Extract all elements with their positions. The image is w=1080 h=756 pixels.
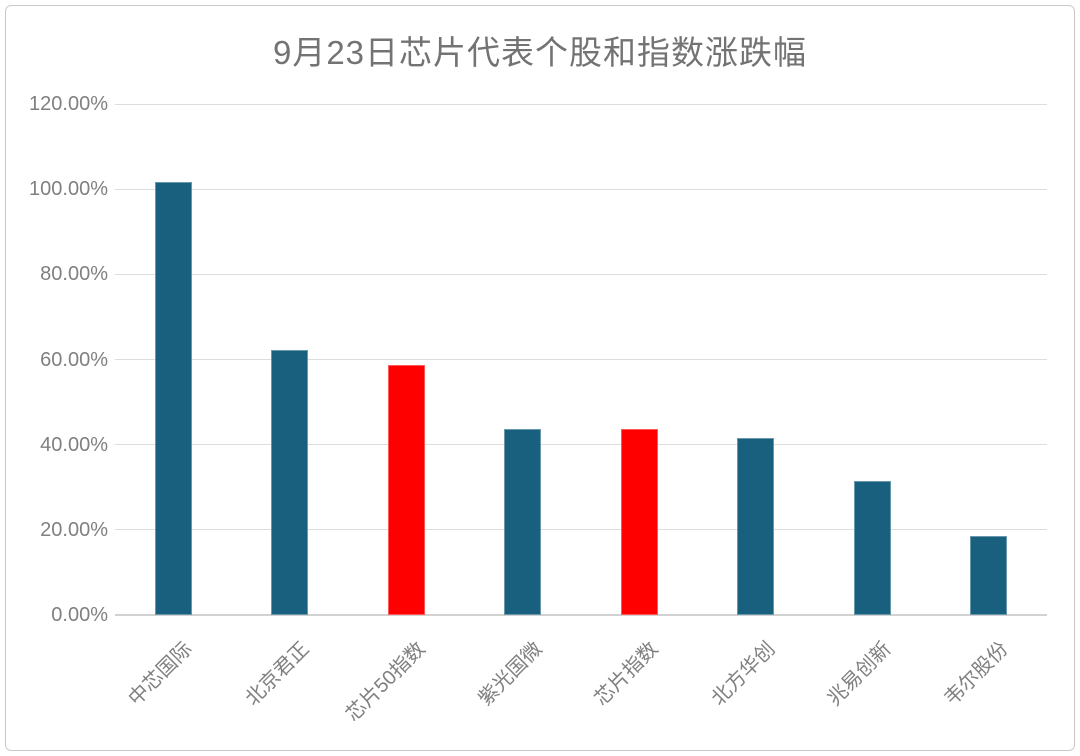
y-axis-tick-label: 40.00% [40,433,108,456]
x-axis-label: 芯片指数 [590,638,663,711]
bar-兆易创新 [853,480,891,615]
bar-韦尔股份 [970,535,1008,615]
bar-芯片50指数 [387,365,425,615]
gridline [115,103,1047,105]
gridline [115,273,1047,275]
y-axis-tick-label: 60.00% [40,348,108,371]
x-axis-line [115,614,1047,616]
gridline [115,529,1047,531]
x-axis-label: 兆易创新 [823,638,896,711]
x-axis-label: 紫光国微 [474,638,547,711]
x-axis-label: 韦尔股份 [940,638,1013,711]
x-axis-label: 芯片50指数 [341,638,430,726]
y-axis-tick-label: 0.00% [51,604,108,626]
gridline [115,359,1047,360]
x-axis-label: 中芯国际 [124,638,197,711]
bar-中芯国际 [154,181,192,615]
bar-北京君正 [271,350,309,615]
bar-芯片指数 [620,428,658,615]
y-axis-tick-label: 80.00% [40,263,108,286]
chart-title: 9月23日芯片代表个股和指数涨跌幅 [272,34,808,71]
bar-北方华创 [737,437,775,615]
bar-紫光国微 [504,429,542,615]
x-axis-label: 北京君正 [241,638,314,711]
y-axis-tick-label: 100.00% [29,178,108,201]
gridline [115,444,1047,446]
y-axis-tick-label: 20.00% [40,518,108,541]
gridline [115,188,1047,190]
y-axis-tick-label: 120.00% [29,93,108,115]
x-axis-label: 北方华创 [707,638,780,711]
